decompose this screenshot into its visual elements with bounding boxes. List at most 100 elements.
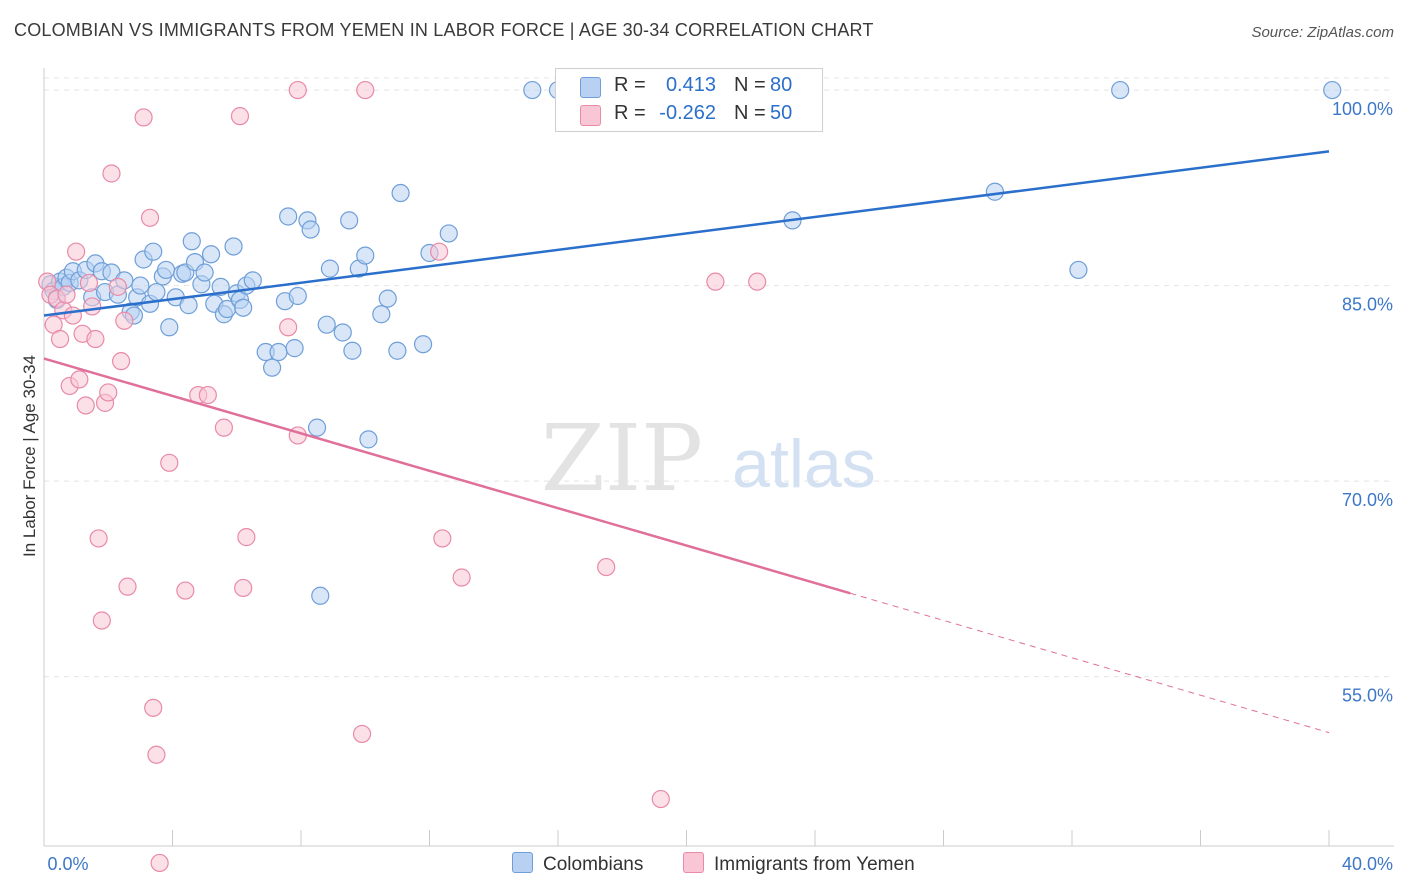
colombian-point [301,220,320,239]
colombians-points [41,80,1342,605]
colombian-point [234,298,253,317]
yemen-legend-swatch [683,852,704,873]
yemen-point [748,272,767,291]
yemen-trend-line [43,357,851,595]
colombian-point [307,418,327,437]
legend-item-colombians: Colombians [512,852,643,876]
yemen-point [706,272,725,291]
colombians-trend-line [43,150,1330,317]
colombian-point [179,296,198,315]
yemen-point [214,418,233,437]
colombians-legend-swatch [512,852,533,873]
colombian-point [439,224,458,243]
yemen-points [38,80,767,873]
r-value: -0.262 [659,102,716,124]
yemen-point [57,285,76,304]
colombian-point [1111,80,1130,100]
colombian-point [144,242,163,261]
watermark: ZIP atlas [541,405,876,512]
yemen-point [86,329,105,349]
chart-title: COLOMBIAN VS IMMIGRANTS FROM YEMEN IN LA… [14,20,874,40]
colombian-point [391,183,410,203]
yemen-point [597,557,616,577]
y-tick-label: 85.0% [1342,295,1393,315]
colombian-point [279,207,298,226]
colombian-point [413,335,433,354]
y-tick-label: 55.0% [1342,686,1393,706]
yemen-point [70,370,89,389]
colombian-point [195,263,214,282]
yemen-point [115,311,134,330]
yemen-point [234,578,253,598]
yemen-point [147,745,166,764]
colombian-point [1069,260,1088,280]
r-label: R = [614,102,646,124]
yemen-point [433,529,452,548]
colombian-point [182,232,201,251]
colombian-point [523,80,542,100]
colombian-point [311,586,330,605]
yemen-point [140,208,160,227]
yemen-point [430,242,449,261]
x-tick-label-min: 0.0% [47,854,88,874]
yemen-point [237,528,256,547]
colombian-point [320,259,340,278]
yemen-point [144,698,163,717]
legend-row-yemen: R = -0.262 N = 50 [556,100,822,128]
colombian-point [243,271,262,290]
axes [43,68,1394,847]
r-label: R = [614,74,646,96]
yemen-point [288,80,307,100]
yemen-point [230,107,250,126]
colombians-legend-label: Colombians [543,854,644,875]
y-tick-label: 70.0% [1342,490,1393,510]
yemen-point [134,108,153,127]
yemen-point [356,80,375,100]
n-label: N = [734,74,766,96]
n-value: 80 [770,74,793,96]
yemen-point [50,329,70,349]
colombians-swatch [580,77,601,98]
yemen-point [63,306,83,325]
yemen-point [67,242,86,261]
yemen-point [352,724,372,744]
colombian-point [372,305,391,324]
yemen-point [76,396,95,415]
colombian-point [359,430,378,449]
colombian-point [147,282,166,302]
colombian-point [388,341,407,360]
colombian-point [224,237,243,256]
colombian-point [269,342,288,362]
yemen-point [118,577,137,596]
yemen-point [102,164,121,183]
colombian-point [1323,80,1342,100]
colombian-point [160,318,179,337]
colombian-point [333,323,352,342]
colombian-point [131,276,150,295]
stats-legend: R = 0.413 N = 80 R = -0.262 N = 50 [555,68,823,132]
y-tick-labels: 55.0% 70.0% 85.0% 100.0% [1332,99,1393,706]
yemen-point [452,568,471,587]
legend-item-yemen: Immigrants from Yemen [683,852,915,876]
yemen-point [79,273,99,293]
x-tick-labels: 0.0% 40.0% [47,854,1393,874]
colombian-point [262,358,282,377]
colombian-point [285,339,304,358]
n-label: N = [734,102,766,124]
trend-lines [43,150,1330,734]
colombian-point [378,289,397,308]
yemen-trend-extension [850,592,1330,734]
colombian-point [288,286,307,306]
yemen-point [111,352,131,371]
colombian-point [317,315,336,334]
yemen-point [651,789,670,809]
colombian-point [343,341,362,360]
yemen-point [92,611,111,630]
n-value: 50 [770,102,793,124]
yemen-point [176,581,195,600]
colombian-point [156,260,176,280]
y-tick-label: 100.0% [1332,99,1393,119]
colombian-point [340,211,359,230]
source-label: Source: ZipAtlas.com [1251,24,1394,41]
